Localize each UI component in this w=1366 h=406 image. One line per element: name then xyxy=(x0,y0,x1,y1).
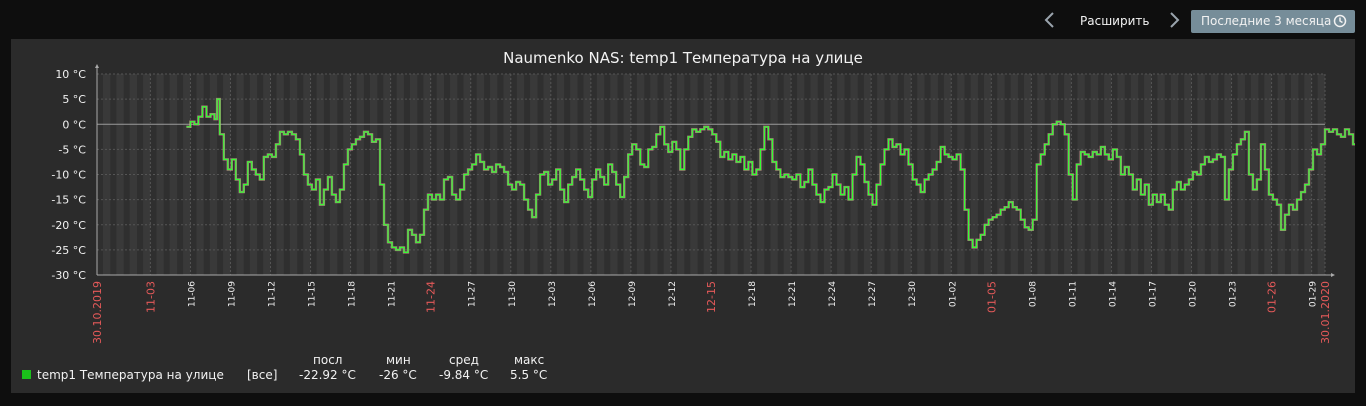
day-shade xyxy=(516,74,525,275)
x-tick-label: 01-02 xyxy=(948,281,958,307)
day-shade xyxy=(903,74,912,275)
day-shade xyxy=(476,74,485,275)
day-shade xyxy=(957,74,965,275)
day-shade xyxy=(997,74,1005,275)
top-toolbar: Расширить Последние 3 месяца xyxy=(0,0,1366,40)
legend-series-name[interactable]: temp1 Температура на улице xyxy=(37,368,224,382)
legend-max-value: 5.5 °C xyxy=(510,368,548,382)
x-tick-label: 11-27 xyxy=(468,281,478,307)
day-shade xyxy=(396,74,404,275)
x-tick-label: 01-29 xyxy=(1309,281,1319,307)
y-axis-arrow xyxy=(95,64,99,68)
y-tick-label: -25 °C xyxy=(51,244,86,257)
day-shade xyxy=(1144,74,1152,275)
x-tick-label: 12-06 xyxy=(588,281,598,307)
y-tick-label: 0 °C xyxy=(62,118,86,131)
x-tick-label: 01-26 xyxy=(1266,281,1279,313)
x-tick-label: 30.10.2019 xyxy=(91,281,104,344)
day-shade xyxy=(423,74,431,275)
y-tick-label: -30 °C xyxy=(51,269,86,282)
day-shade xyxy=(823,74,832,275)
day-shade xyxy=(663,74,671,275)
x-tick-label: 01-23 xyxy=(1229,281,1239,307)
y-tick-label: -20 °C xyxy=(51,219,86,232)
day-shade xyxy=(983,74,992,275)
period-selector-button[interactable]: Последние 3 месяца xyxy=(1191,10,1355,33)
y-tick-label: 5 °C xyxy=(62,93,86,106)
day-shade xyxy=(1024,74,1032,275)
day-shade xyxy=(1104,74,1112,275)
x-tick-label: 01-20 xyxy=(1189,281,1199,307)
clock-icon xyxy=(1333,14,1347,28)
y-tick-label: -10 °C xyxy=(51,169,86,182)
day-shade xyxy=(837,74,845,275)
period-label: Последние 3 месяца xyxy=(1201,14,1332,28)
legend-swatch xyxy=(22,370,31,379)
legend-avg-value: -9.84 °C xyxy=(439,368,489,382)
x-tick-label: 01-05 xyxy=(985,281,998,313)
x-tick-label: 30.01.2020 xyxy=(1319,281,1332,344)
x-tick-label: 11-24 xyxy=(425,281,438,313)
x-tick-label: 12-27 xyxy=(868,281,878,307)
day-shade xyxy=(743,74,752,275)
x-tick-label: 11-06 xyxy=(187,281,197,307)
day-shade xyxy=(156,74,164,275)
day-shade xyxy=(703,74,711,275)
x-tick-label: 01-17 xyxy=(1148,281,1158,307)
day-shade xyxy=(1184,74,1192,275)
day-shade xyxy=(356,74,364,275)
day-shade xyxy=(116,74,124,275)
day-shade xyxy=(917,74,925,275)
x-tick-label: 11-21 xyxy=(388,281,398,307)
x-tick-label: 12-09 xyxy=(628,281,638,307)
expand-button[interactable]: Расширить xyxy=(1080,14,1150,28)
day-shade xyxy=(316,74,324,275)
x-tick-label: 12-21 xyxy=(788,281,798,307)
day-shade xyxy=(943,74,952,275)
x-tick-label: 01-11 xyxy=(1068,281,1078,307)
x-tick-label: 12-30 xyxy=(908,281,918,307)
legend-header-avg: сред xyxy=(449,353,479,367)
chevron-left-icon[interactable] xyxy=(1038,10,1062,34)
chevron-right-icon[interactable] xyxy=(1162,10,1186,34)
x-tick-label: 11-18 xyxy=(348,281,358,307)
x-tick-label: 11-12 xyxy=(268,281,278,307)
day-shade xyxy=(583,74,591,275)
x-tick-label: 01-08 xyxy=(1028,281,1038,307)
legend-range: [все] xyxy=(247,368,278,382)
x-tick-label: 12-03 xyxy=(548,281,558,307)
day-shade xyxy=(676,74,685,275)
day-shade xyxy=(863,74,872,275)
legend-header-max: макс xyxy=(514,353,545,367)
day-shade xyxy=(236,74,244,275)
legend-header-last: посл xyxy=(313,353,343,367)
x-tick-label: 11-09 xyxy=(227,281,237,307)
graph-panel: 10 °C 5 °C 0 °C -5 °C -10 °C -15 °C -20 °C -25 … xyxy=(11,39,1355,393)
day-shade xyxy=(636,74,645,275)
day-shade xyxy=(717,74,725,275)
y-tick-label: 10 °C xyxy=(55,68,86,81)
day-shade xyxy=(757,74,765,275)
x-tick-label: 11-15 xyxy=(308,281,318,307)
x-tick-label: 11-03 xyxy=(144,281,157,313)
legend-min-value: -26 °C xyxy=(379,368,417,382)
legend-last-value: -22.92 °C xyxy=(299,368,356,382)
x-tick-label: 12-12 xyxy=(668,281,678,307)
day-shade xyxy=(436,74,445,275)
legend-header-min: мин xyxy=(386,353,411,367)
x-axis-arrow xyxy=(1331,273,1335,277)
chart-title: Naumenko NAS: temp1 Температура на улице xyxy=(503,49,863,67)
x-tick-label: 11-30 xyxy=(508,281,518,307)
day-shade xyxy=(196,74,204,275)
series-line xyxy=(186,98,1355,253)
x-tick-label: 12-18 xyxy=(748,281,758,307)
temperature-chart: 10 °C 5 °C 0 °C -5 °C -10 °C -15 °C -20 °C -25 … xyxy=(51,49,1355,344)
x-tick-label: 12-15 xyxy=(705,281,718,313)
y-tick-label: -5 °C xyxy=(58,143,86,156)
x-tick-label: 12-24 xyxy=(828,281,838,307)
y-tick-label: -15 °C xyxy=(51,194,86,207)
day-shade xyxy=(276,74,284,275)
x-tick-label: 01-14 xyxy=(1108,281,1118,307)
